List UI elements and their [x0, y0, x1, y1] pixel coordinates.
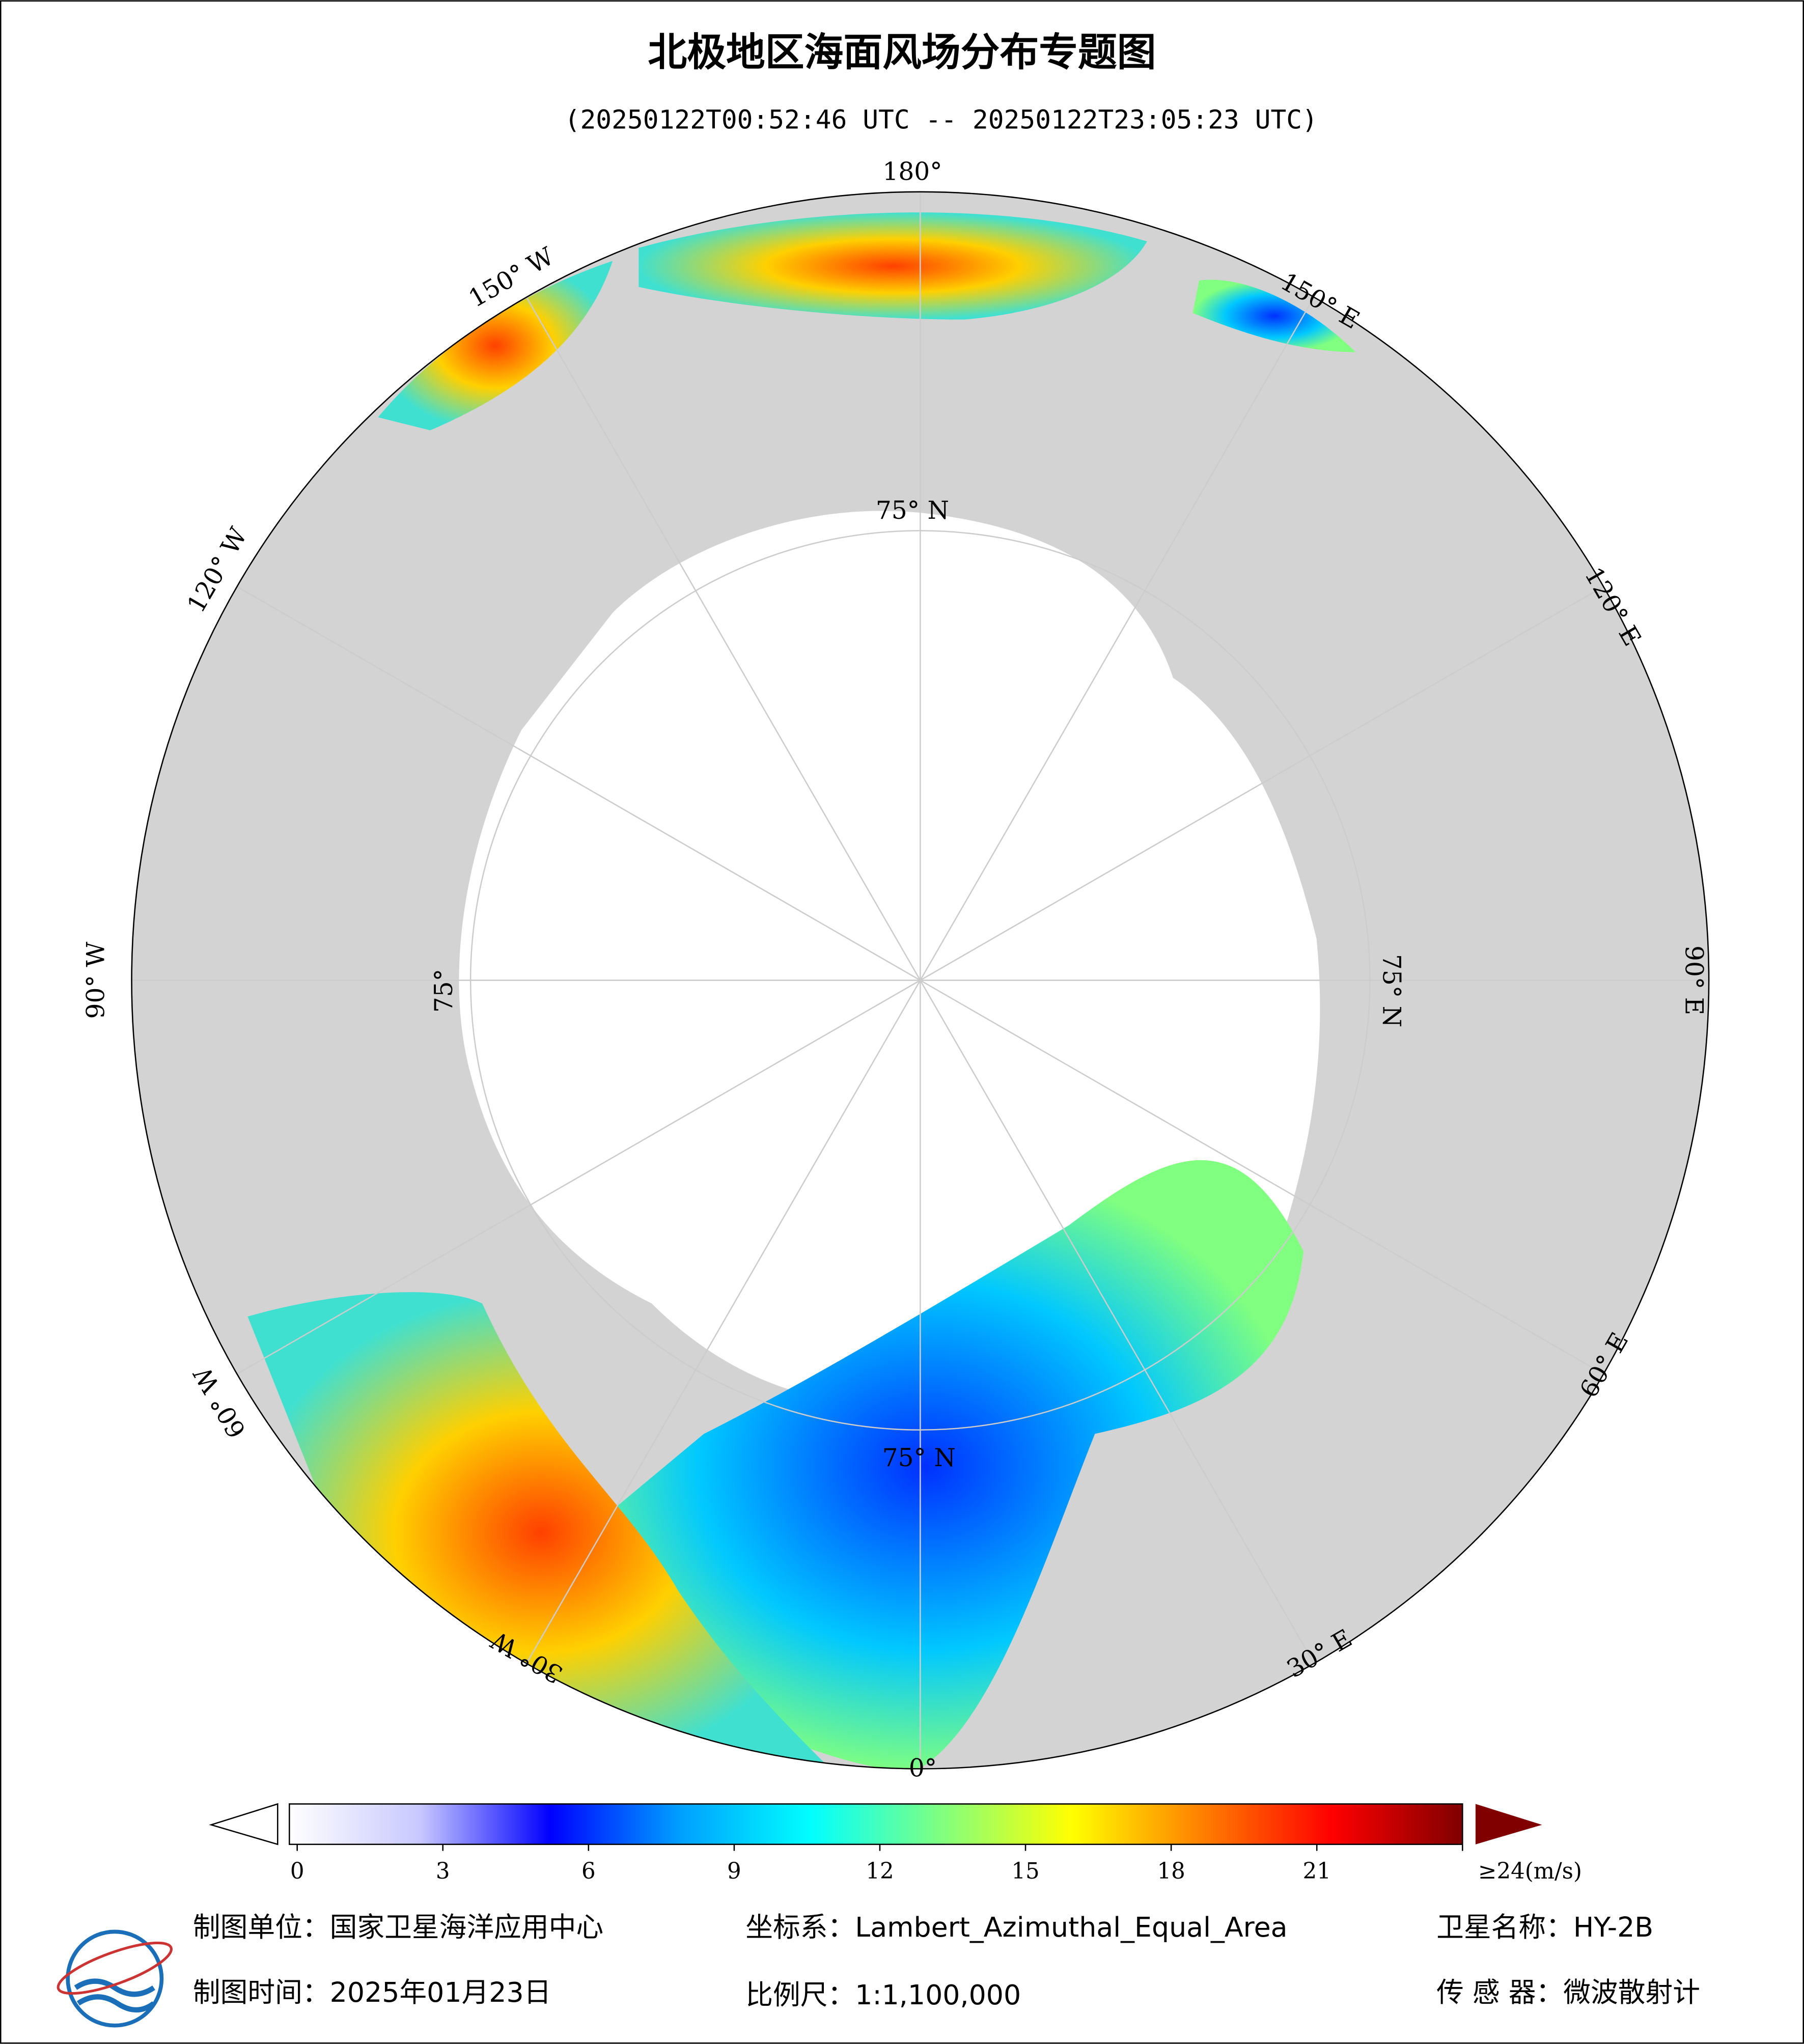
wind-field: [378, 261, 613, 431]
map-border: [131, 191, 1710, 1770]
colorbar-tick-label: 9: [727, 1859, 741, 1884]
colorbar-tick-label: 18: [1157, 1859, 1185, 1884]
colorbar-tick-label: 21: [1303, 1859, 1331, 1884]
footer-satellite: 卫星名称：HY-2B: [1436, 1911, 1653, 1943]
footer-sensor: 传 感 器：微波散射计: [1436, 1976, 1700, 2008]
colorbar-over: [1475, 1804, 1542, 1844]
wind-field: [547, 1160, 1303, 1769]
title: 北极地区海面风场分布专题图: [648, 30, 1156, 75]
colorbar-under: [209, 1803, 279, 1845]
latitude-label: 75°: [430, 969, 458, 1013]
map: [131, 191, 1709, 1769]
colorbar-tick-label: 12: [866, 1859, 894, 1884]
colorbar-tick-label: 3: [436, 1859, 450, 1884]
logo: [57, 1929, 173, 2028]
latitude-label: 75° N: [882, 1444, 956, 1472]
longitude-label: 180°: [882, 157, 942, 186]
latitude-label: 75° N: [876, 496, 949, 525]
colorbar-tick-label: 0: [290, 1859, 304, 1884]
footer-projection: 坐标系：Lambert_Azimuthal_Equal_Area: [745, 1911, 1287, 1943]
graticule: [131, 191, 1709, 1769]
colorbar-bar: [289, 1803, 1463, 1845]
arctic-ocean: [459, 511, 1320, 1403]
footer-scale: 比例尺：1:1,100,000: [745, 1979, 1021, 2011]
colorbar-tick-label: ≥24(m/s): [1478, 1859, 1582, 1884]
latitude-label: 75° N: [1377, 954, 1405, 1027]
wind-field: [247, 1292, 835, 1769]
footer-unit: 制图单位：国家卫星海洋应用中心: [193, 1911, 603, 1943]
wind-field: [1192, 279, 1356, 352]
colorbar-tick-label: 15: [1011, 1859, 1039, 1884]
colorbar-tick-label: 6: [581, 1859, 596, 1884]
colorbar: 0 3 6 9 12 15 18 21 ≥24(m/s): [209, 1803, 1582, 1884]
longitude-label: 90° E: [1679, 945, 1708, 1015]
subtitle: (20250122T00:52:46 UTC -- 20250122T23:05…: [565, 105, 1318, 135]
longitude-label: 0°: [909, 1754, 937, 1782]
footer-date: 制图时间：2025年01月23日: [193, 1976, 551, 2008]
longitude-label: 90° W: [81, 942, 110, 1019]
wind-field: [639, 212, 1147, 320]
